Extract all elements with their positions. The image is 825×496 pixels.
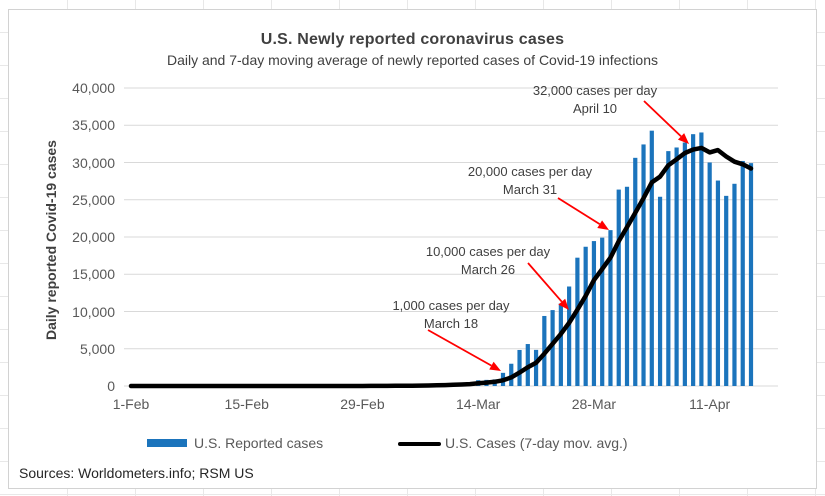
y-tick-label: 15,000 [72, 266, 115, 283]
x-tick-label: 15-Feb [224, 396, 269, 412]
annotation-value-label: 10,000 cases per day [425, 244, 551, 259]
annotation: 1,000 cases per day March 18 [341, 297, 561, 333]
source-note: Sources: Worldometers.info; RSM US [19, 465, 254, 481]
annotation-value-label: 20,000 cases per day [467, 164, 593, 179]
line-series-swatch [398, 442, 441, 446]
bar-series-swatch [147, 439, 187, 447]
legend-label-line: U.S. Cases (7-day mov. avg.) [445, 435, 628, 451]
y-tick-label: 5,000 [79, 340, 115, 357]
x-tick-label: 14-Mar [456, 396, 501, 412]
annotation-date-label: March 26 [460, 262, 516, 277]
y-tick-label: 25,000 [72, 191, 115, 208]
chart-title: U.S. Newly reported coronavirus cases [260, 31, 565, 48]
annotation: 32,000 cases per day April 10 [485, 82, 705, 118]
x-tick-label: 29-Feb [340, 396, 385, 412]
y-tick-label: 35,000 [72, 117, 115, 134]
x-tick-label: 1-Feb [112, 396, 150, 412]
y-tick-label: 20,000 [72, 229, 115, 245]
chart-object[interactable]: U.S. Newly reported coronavirus cases Da… [8, 9, 817, 489]
legend-item-reported-cases: U.S. Reported cases [147, 435, 323, 451]
annotation-value-label: 32,000 cases per day [532, 83, 658, 98]
annotation-date-label: March 18 [423, 316, 479, 331]
annotation: 20,000 cases per day March 31 [420, 163, 640, 199]
annotation-value-label: 1,000 cases per day [392, 298, 510, 313]
x-tick-label: 11-Apr [689, 396, 731, 412]
legend-label-bar: U.S. Reported cases [194, 435, 324, 451]
y-tick-label: 10,000 [72, 303, 115, 320]
x-tick-label: 28-Mar [571, 396, 617, 412]
legend-item-moving-average: U.S. Cases (7-day mov. avg.) [398, 435, 628, 451]
annotation-date-label: April 10 [572, 101, 618, 116]
annotation: 10,000 cases per day March 26 [378, 243, 598, 279]
plot-area [124, 87, 778, 389]
annotation-date-label: March 31 [502, 182, 558, 197]
chart-subtitle: Daily and 7-day moving average of newly … [166, 52, 659, 68]
y-tick-label: 40,000 [72, 80, 115, 96]
y-tick-label: 30,000 [72, 154, 115, 171]
y-tick-label: 0 [107, 378, 115, 394]
